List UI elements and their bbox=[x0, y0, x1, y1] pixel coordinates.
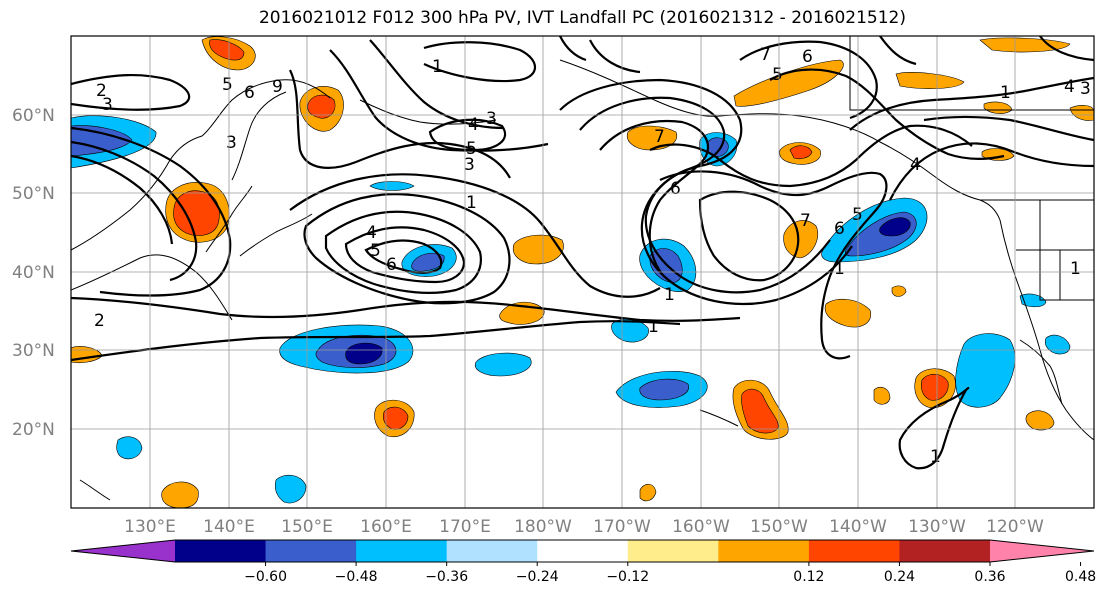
pv-contours bbox=[71, 36, 1094, 470]
lon-label: 130°E bbox=[124, 517, 176, 537]
contour-label: 6 bbox=[244, 83, 255, 103]
lat-label: 20°N bbox=[12, 420, 55, 440]
lat-label: 50°N bbox=[12, 184, 55, 204]
lon-label: 180°W bbox=[514, 517, 572, 537]
contour-label: 6 bbox=[834, 219, 845, 239]
contour-label: 1 bbox=[930, 447, 941, 467]
colorbar-extend-min bbox=[71, 540, 175, 562]
contour-label: 1 bbox=[648, 317, 659, 337]
colorbar-segment bbox=[718, 540, 810, 562]
lon-label: 170°E bbox=[439, 517, 491, 537]
lon-label: 150°W bbox=[750, 517, 808, 537]
colorbar-segment bbox=[537, 540, 629, 562]
contour-labels: 2 3 5 6 9 3 1 4 3 5 3 1 4 5 6 2 1 7 6 5 bbox=[94, 45, 1091, 467]
contour-label: 3 bbox=[486, 109, 497, 129]
contour-label: 5 bbox=[370, 241, 381, 261]
lon-label: 150°E bbox=[281, 517, 333, 537]
contour-label: 3 bbox=[1080, 79, 1091, 99]
contour-label: 6 bbox=[670, 179, 681, 199]
longitude-labels: 130°E 140°E 150°E 160°E 170°E 180°W 170°… bbox=[124, 517, 1044, 537]
contour-label: 4 bbox=[1064, 77, 1075, 97]
contour-label: 5 bbox=[852, 205, 863, 225]
lon-label: 160°W bbox=[672, 517, 730, 537]
contour-label: 1 bbox=[1000, 83, 1011, 103]
contour-label: 5 bbox=[466, 139, 477, 159]
colorbar-tick-label: −0.36 bbox=[425, 569, 468, 585]
lat-label: 60°N bbox=[12, 106, 55, 126]
map-panel: 2 3 5 6 9 3 1 4 3 5 3 1 4 5 6 2 1 7 6 5 bbox=[70, 35, 1095, 509]
contour-label: 7 bbox=[760, 45, 771, 65]
colorbar-segment bbox=[627, 540, 719, 562]
lat-label: 40°N bbox=[12, 263, 55, 283]
contour-label: 7 bbox=[800, 211, 811, 231]
latitude-labels: 60°N 50°N 40°N 30°N 20°N bbox=[12, 106, 55, 440]
contour-label: 3 bbox=[102, 95, 113, 115]
contour-label: 4 bbox=[910, 155, 921, 175]
colorbar-tick-label: −0.48 bbox=[335, 569, 378, 585]
lat-label: 30°N bbox=[12, 341, 55, 361]
contour-label: 9 bbox=[272, 77, 283, 97]
contour-label: 6 bbox=[802, 47, 813, 67]
lon-label: 130°W bbox=[908, 517, 966, 537]
contour-label: 4 bbox=[366, 223, 377, 243]
lon-label: 120°W bbox=[986, 517, 1044, 537]
colorbar-tick-label: 0.48 bbox=[1065, 569, 1096, 585]
contour-label: 1 bbox=[1070, 259, 1081, 279]
lon-label: 140°W bbox=[829, 517, 887, 537]
colorbar-segment bbox=[446, 540, 538, 562]
lon-label: 170°W bbox=[593, 517, 651, 537]
contour-label: 4 bbox=[468, 115, 479, 135]
colorbar-tick-label: −0.24 bbox=[516, 569, 559, 585]
colorbar-segment bbox=[356, 540, 448, 562]
contour-label: 3 bbox=[226, 133, 237, 153]
figure-title: 2016021012 F012 300 hPa PV, IVT Landfall… bbox=[258, 8, 906, 28]
contour-label: 1 bbox=[466, 193, 477, 213]
colorbar-tick-label: 0.12 bbox=[793, 569, 824, 585]
colorbar-tick-label: 0.36 bbox=[974, 569, 1005, 585]
colorbar-segment bbox=[175, 540, 267, 562]
colorbar-tick-label: −0.12 bbox=[606, 569, 649, 585]
lon-label: 140°E bbox=[203, 517, 255, 537]
colorbar-tick-label: −0.60 bbox=[244, 569, 287, 585]
contour-label: 7 bbox=[654, 127, 665, 147]
graticule bbox=[71, 36, 1094, 508]
colorbar-extend-max bbox=[990, 540, 1094, 562]
contour-label: 5 bbox=[772, 65, 783, 85]
colorbar-tick-label: 0.24 bbox=[884, 569, 915, 585]
contour-label: 5 bbox=[222, 75, 233, 95]
contour-label: 1 bbox=[834, 259, 845, 279]
lon-label: 160°E bbox=[360, 517, 412, 537]
contour-label: 1 bbox=[664, 285, 675, 305]
colorbar: −0.60 −0.48 −0.36 −0.24 −0.12 0.12 0.24 0.36 0.4… bbox=[70, 539, 1096, 585]
contour-label: 1 bbox=[432, 57, 443, 77]
colorbar-segment bbox=[899, 540, 991, 562]
contour-label: 2 bbox=[94, 311, 105, 331]
colorbar-segment bbox=[265, 540, 357, 562]
contour-label: 3 bbox=[464, 155, 475, 175]
contour-label: 2 bbox=[96, 81, 107, 101]
contour-label: 6 bbox=[386, 255, 397, 275]
colorbar-segment bbox=[808, 540, 900, 562]
shaded-field bbox=[71, 36, 1094, 508]
colorbar-outline bbox=[70, 539, 1095, 563]
map-frame bbox=[70, 35, 1095, 509]
